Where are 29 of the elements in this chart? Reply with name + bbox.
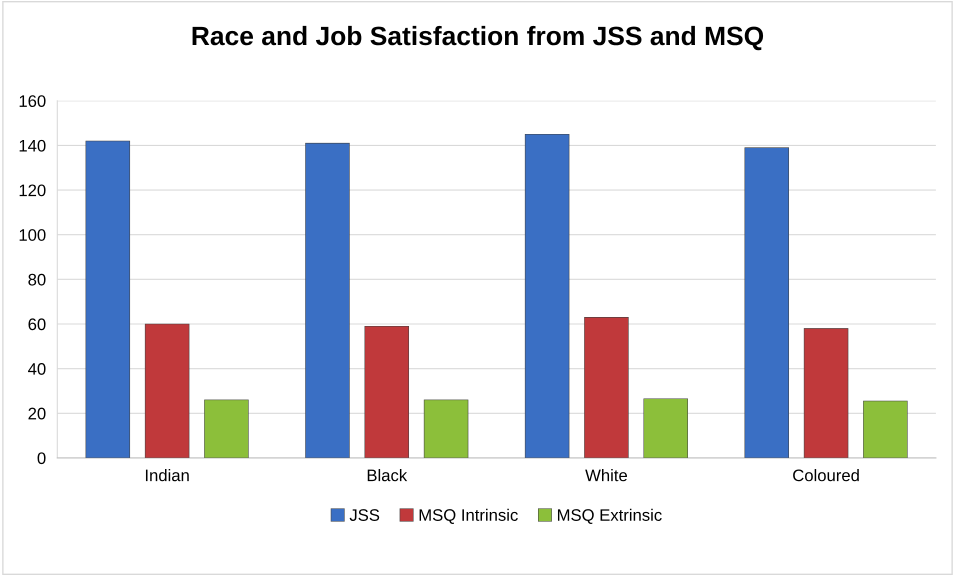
bar (804, 328, 848, 458)
y-tick-label: 140 (20, 140, 46, 152)
bar (305, 142, 350, 458)
y-tick-label: 120 (20, 184, 46, 196)
legend-label: MSQ Extrinsic (558, 508, 662, 524)
bar (144, 324, 190, 458)
y-tick-label: 0 (38, 452, 46, 464)
bar (86, 140, 130, 458)
y-tick-label: 40 (28, 363, 46, 375)
y-tick-label: 160 (20, 95, 46, 108)
y-tick-label: 100 (20, 229, 46, 241)
chart-title: Race and Job Satisfaction from JSS and MSQ (192, 26, 764, 50)
bar (863, 400, 908, 458)
legend-label: JSS (350, 509, 380, 521)
bar (204, 400, 249, 458)
bar (424, 400, 468, 458)
legend-label: MSQ Intrinsic (420, 508, 518, 524)
bar (524, 134, 570, 458)
bar (643, 398, 688, 458)
bar (364, 326, 410, 458)
y-tick-label: 60 (28, 318, 46, 330)
bar (584, 317, 629, 458)
x-tick-label: Indian (146, 469, 189, 482)
y-tick-label: 80 (28, 274, 46, 286)
x-tick-label: Black (368, 469, 408, 482)
y-tick-label: 20 (28, 408, 46, 420)
x-tick-label: Coloured (793, 469, 859, 482)
bar (744, 147, 790, 458)
x-tick-label: White (585, 469, 627, 482)
